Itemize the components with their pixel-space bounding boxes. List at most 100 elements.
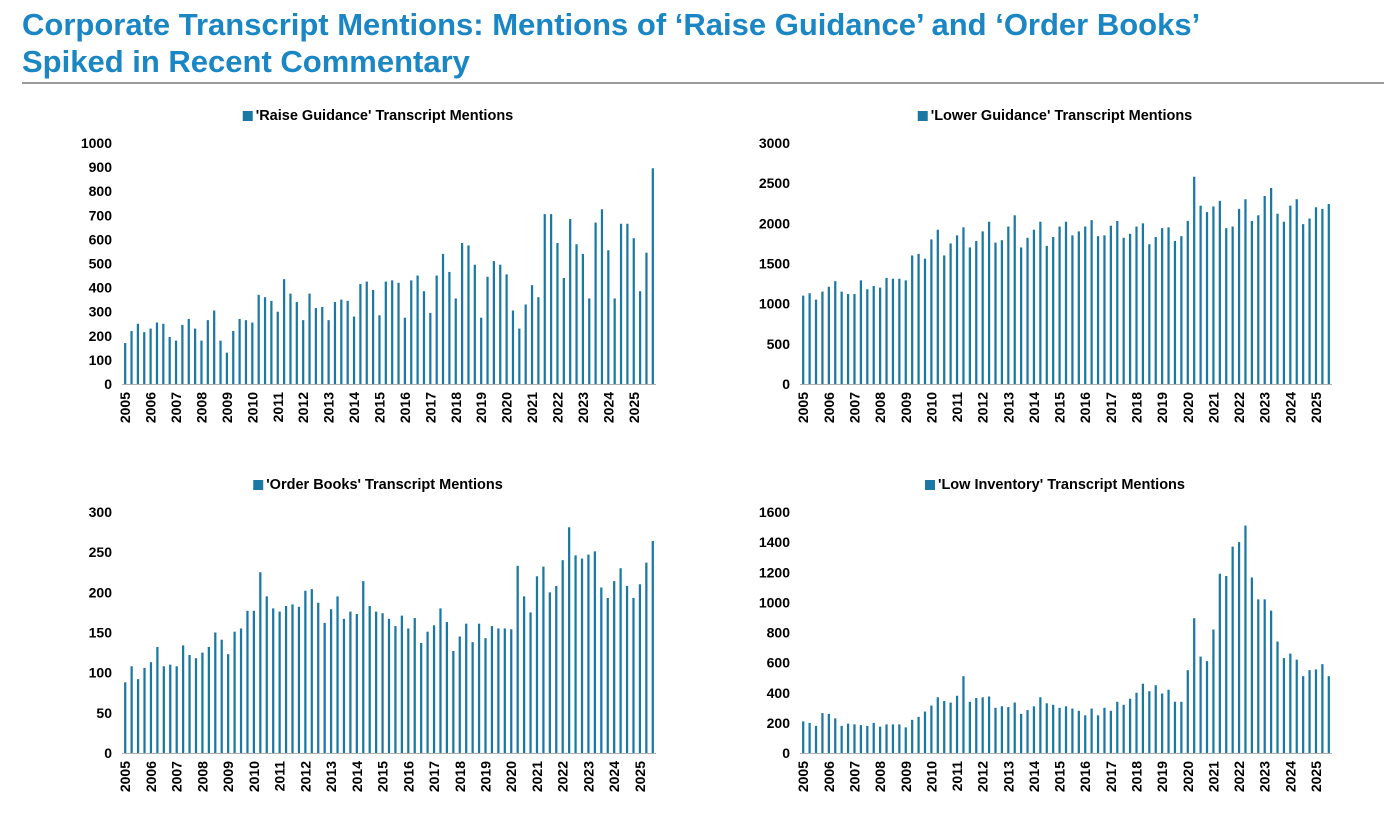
bar [1109,710,1112,753]
bar [477,623,481,753]
bar [1302,224,1305,384]
bar [467,245,470,384]
y-tick-label: 300 [89,304,113,320]
x-tick-label: 2017 [1103,392,1119,423]
y-tick-label: 300 [89,504,113,520]
bar [448,271,451,384]
y-tick-label: 1400 [759,534,790,550]
bar [219,340,222,384]
bar [1026,237,1029,384]
bar [651,540,654,753]
bar [548,592,551,753]
bar [225,352,229,384]
bar [1167,689,1170,753]
bar [130,330,133,384]
bar [1237,208,1241,384]
bar [968,247,971,384]
chart-4: 'Low Inventory' Transcript Mentions 0 200 4… [759,477,1332,792]
bar [1257,599,1260,753]
y-tick-label: 0 [104,745,112,761]
x-tick-label: 2022 [549,392,565,423]
bar [834,281,837,384]
bar [1103,707,1106,753]
x-tick-label: 2017 [422,392,438,423]
x-tick-label: 2011 [270,392,286,423]
bar [975,698,978,753]
x-tick-label: 2011 [949,392,965,423]
bar [314,308,318,384]
x-tick-label: 2020 [503,761,519,792]
bar [368,605,371,753]
bar [1032,706,1036,753]
bar [1205,212,1209,384]
bar [632,597,635,753]
bar [1026,710,1029,753]
bar [1161,228,1164,384]
bar [562,277,565,384]
bar [561,560,564,753]
bar [904,727,907,753]
bar [188,654,191,753]
bar [445,622,449,753]
bar [529,612,532,753]
bar [821,291,824,384]
bar [297,606,301,753]
bar [1007,226,1010,384]
bar [432,625,436,753]
bar [282,279,286,384]
x-tick-label: 2011 [949,761,965,792]
bar [265,596,268,753]
bar [155,322,159,384]
bar [1295,199,1298,384]
bar [371,290,375,384]
x-tick-label: 2017 [426,761,442,792]
bar [1071,235,1074,384]
bar [588,298,591,384]
bar [987,696,991,753]
bar [859,725,863,753]
bar [1077,710,1080,753]
x-tick-label: 2012 [295,392,311,423]
bar [556,243,559,384]
bar [600,209,604,384]
bar [156,646,159,753]
bar [1007,707,1010,753]
chart-2: 'Lower Guidance' Transcript Mentions 0 500… [759,108,1332,423]
bar [530,285,534,384]
bar [1193,618,1196,753]
x-tick-label: 2019 [1154,761,1170,792]
bar [336,596,339,753]
bar [587,554,590,753]
bar [593,551,597,753]
bar [1186,670,1189,753]
bar [407,628,410,753]
bar [808,722,811,753]
bar [499,264,502,384]
bar [263,297,267,384]
bar [458,636,461,753]
bar [994,242,997,384]
y-tick-label: 0 [782,376,790,392]
x-tick-label: 2012 [975,761,991,792]
bar [1032,229,1036,384]
bar [1186,220,1189,384]
bar [834,718,837,753]
bar [1314,669,1318,753]
bar [1269,610,1273,753]
bar [821,713,824,753]
bar [1148,244,1151,384]
bar [594,222,597,384]
bar [452,650,455,753]
x-tick-label: 2025 [626,392,642,423]
bar [200,340,203,384]
x-tick-label: 2015 [371,392,387,423]
bar [1141,683,1145,753]
bar [193,328,197,384]
bar [911,255,914,384]
x-tick-label: 2023 [575,392,591,423]
x-tick-label: 2021 [529,761,545,792]
bar [955,235,959,384]
bar [1276,641,1279,753]
x-tick-label: 2007 [846,392,862,423]
